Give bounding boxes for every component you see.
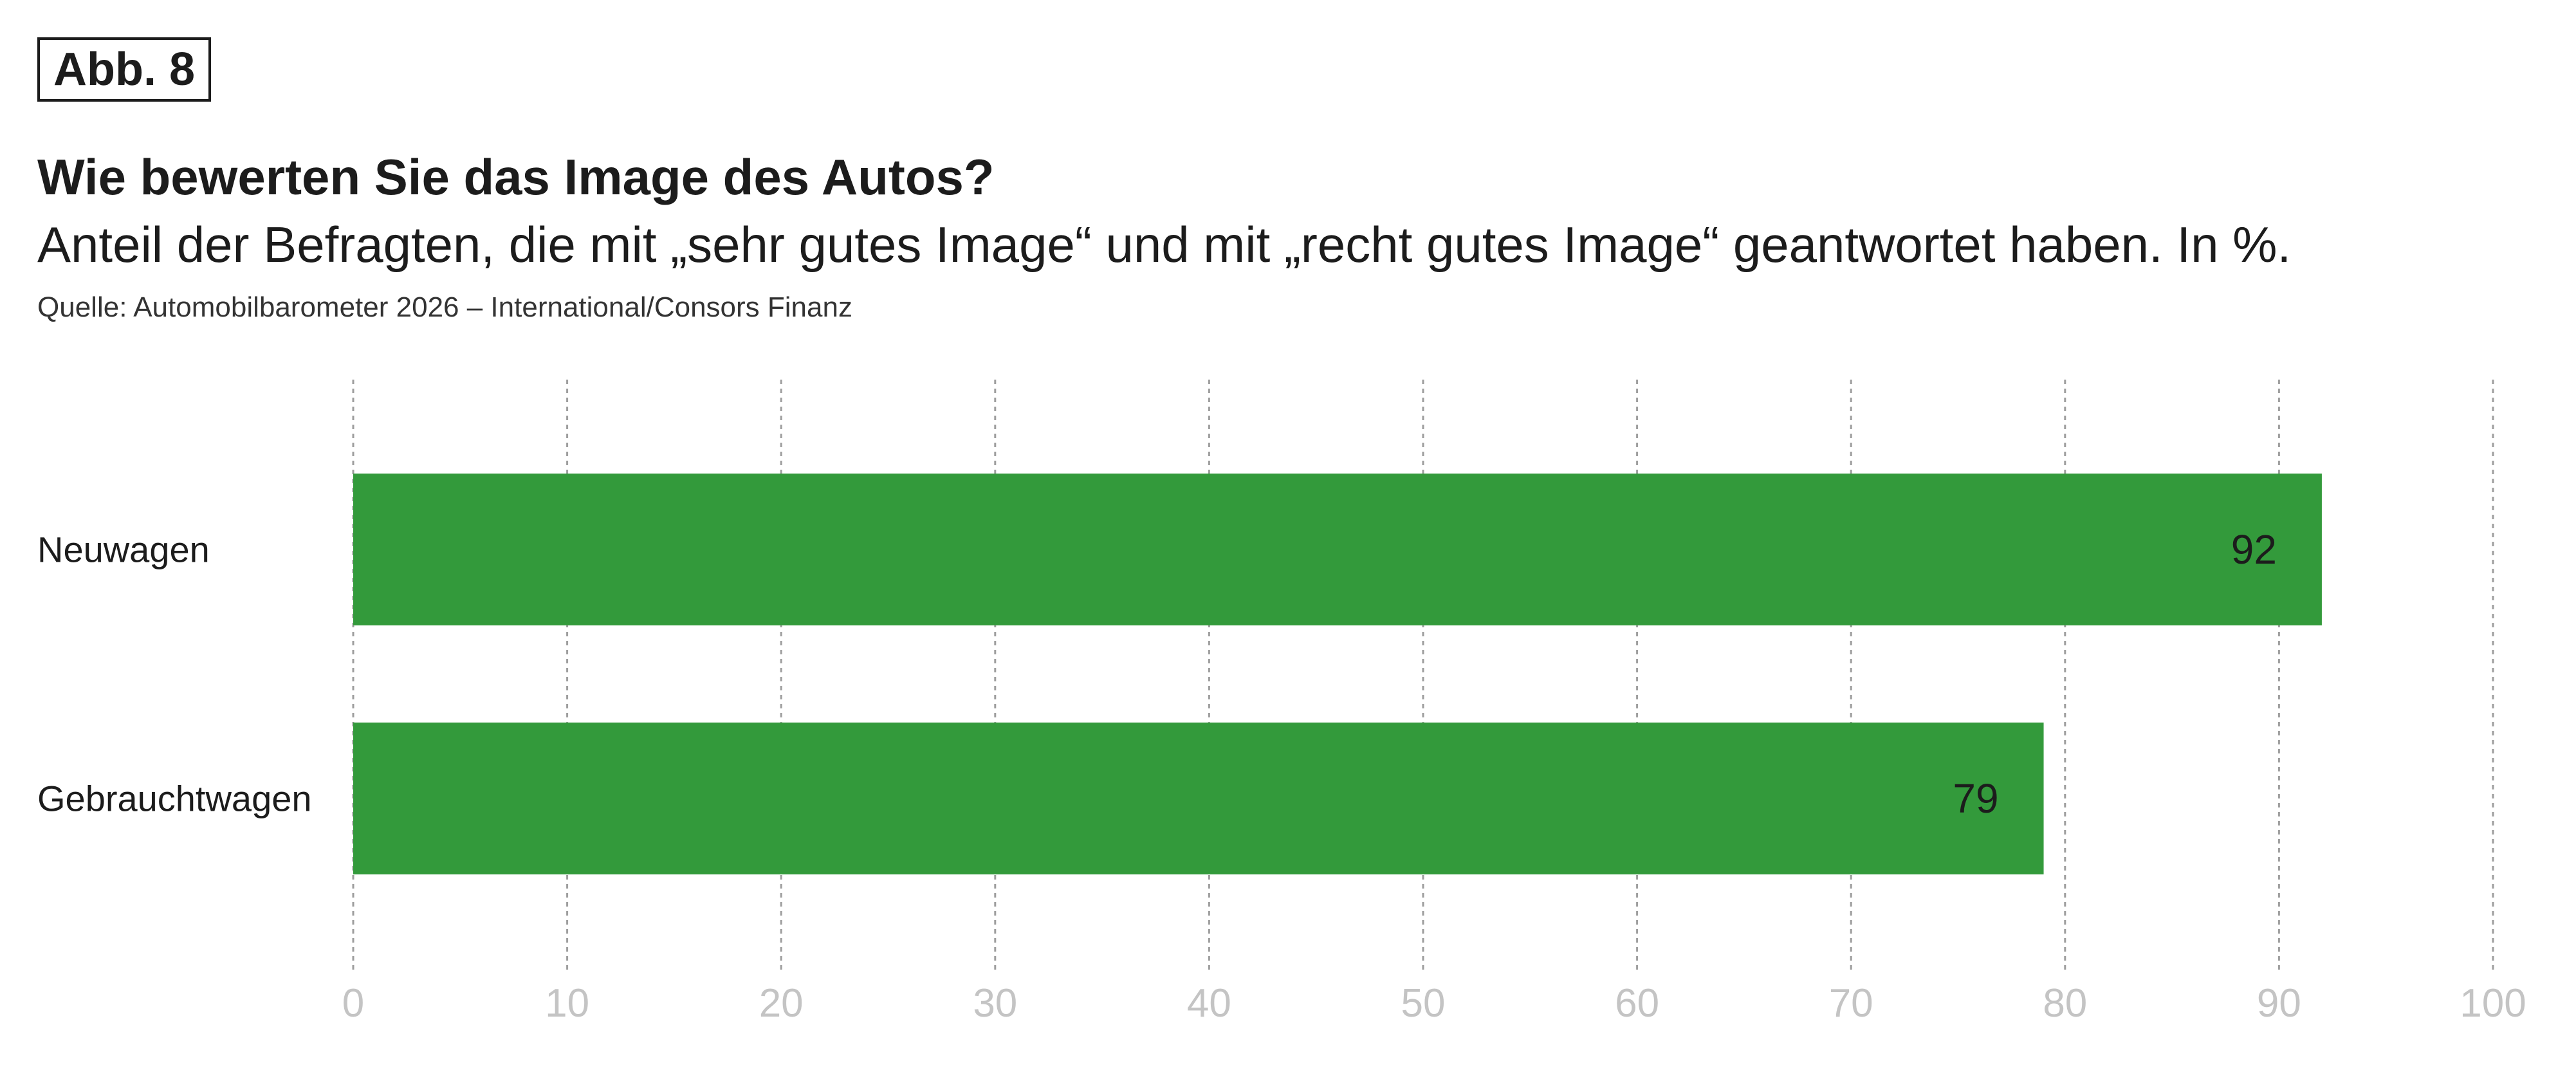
data-label-neuwagen: 92 xyxy=(2231,526,2277,573)
category-label-gebrauchtwagen: Gebrauchtwagen xyxy=(37,779,312,819)
figure-label: Abb. 8 xyxy=(37,37,211,102)
bar-neuwagen xyxy=(353,474,2322,625)
x-tick-label-0: 0 xyxy=(342,981,364,1026)
x-tick-label-30: 30 xyxy=(973,981,1017,1026)
x-tick-label-40: 40 xyxy=(1187,981,1231,1026)
labels: 0 10 20 30 40 50 60 70 80 90 100 Neuwagen 92 Gebrauch… xyxy=(37,526,2526,1026)
x-tick-label-100: 100 xyxy=(2460,981,2526,1026)
x-tick-label-20: 20 xyxy=(759,981,804,1026)
x-tick-label-60: 60 xyxy=(1615,981,1659,1026)
bar-gebrauchtwagen xyxy=(353,723,2044,874)
category-label-neuwagen: Neuwagen xyxy=(37,530,210,570)
x-tick-label-90: 90 xyxy=(2257,981,2301,1026)
data-label-gebrauchtwagen: 79 xyxy=(1953,775,1998,822)
chart-source: Quelle: Automobilbarometer 2026 – Intern… xyxy=(37,291,852,323)
chart-subtitle: Anteil der Befragten, die mit „sehr gute… xyxy=(37,216,2292,273)
x-tick-label-70: 70 xyxy=(1829,981,1873,1026)
gridlines xyxy=(352,380,2494,972)
x-tick-label-50: 50 xyxy=(1401,981,1446,1026)
x-tick-label-80: 80 xyxy=(2043,981,2087,1026)
x-tick-label-10: 10 xyxy=(545,981,589,1026)
chart-title: Wie bewerten Sie das Image des Autos? xyxy=(37,149,995,205)
bars xyxy=(353,474,2322,874)
